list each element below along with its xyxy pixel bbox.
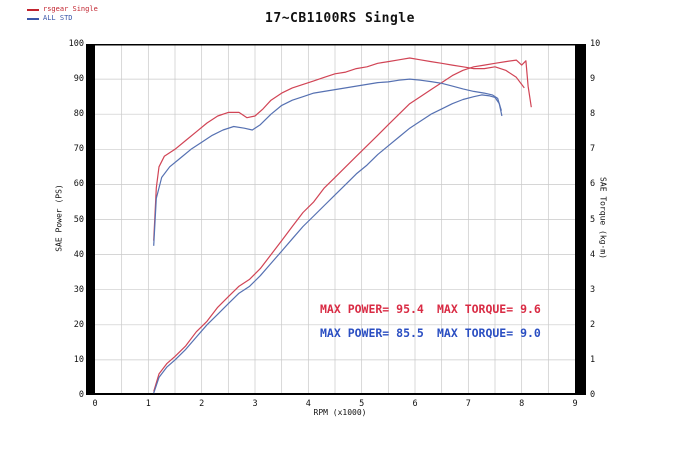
max-power-allstd: MAX POWER= 85.5 [320,326,424,340]
right-axis-title: SAE Torque (kg·m) [598,177,608,259]
x-tick-label: 7 [465,399,471,409]
left-tick-label: 70 [73,144,84,155]
rsgear-single-power-curve [153,59,532,392]
line-swatch-icon [27,8,39,11]
rsgear-single-torque-curve [153,57,525,241]
x-axis-title: RPM (x1000) [313,408,367,417]
max-torque-rsgear: MAX TORQUE= 9.6 [437,302,541,316]
right-tick-label: 1 [590,354,596,365]
left-tick-label: 90 [73,74,84,85]
x-tick-label: 5 [359,399,365,409]
x-tick-label: 4 [305,399,311,409]
x-tick-label: 3 [252,399,258,409]
x-tick-label: 0 [92,399,98,409]
x-tick-label: 9 [572,399,578,409]
left-tick-label: 0 [78,390,84,400]
max-power-rsgear: MAX POWER= 95.4 [320,302,424,316]
plot-right-border [575,44,586,395]
max-values-allstd: MAX POWER= 85.5 MAX TORQUE= 9.0 [320,326,541,340]
x-tick-label: 1 [145,399,151,409]
line-swatch-icon [27,17,39,20]
chart-title: 17~CB1100RS Single [265,11,415,26]
all-std-power-curve [153,94,503,394]
right-tick-label: 3 [590,284,596,295]
max-torque-allstd: MAX TORQUE= 9.0 [437,326,541,340]
max-values-rsgear: MAX POWER= 95.4 MAX TORQUE= 9.6 [320,302,541,316]
left-tick-label: 60 [73,179,84,190]
right-tick-label: 6 [590,179,596,190]
right-tick-label: 2 [590,319,596,330]
left-tick-label: 10 [73,354,84,365]
legend-label: rsgear Single [43,5,98,13]
right-tick-label: 0 [590,390,596,400]
plot-area [95,44,575,395]
legend-entry-allstd: ALL STD [27,14,98,23]
left-axis-title: SAE Power (PS) [54,184,64,252]
left-tick-label: 100 [68,39,84,49]
legend-label: ALL STD [43,14,73,22]
x-tick-label: 2 [199,399,205,409]
legend: rsgear Single ALL STD [27,5,98,23]
dyno-curves [95,44,575,395]
right-tick-label: 4 [590,249,596,260]
x-tick-label: 8 [519,399,525,409]
left-tick-label: 20 [73,319,84,330]
right-tick-label: 8 [590,109,596,120]
right-tick-label: 7 [590,144,596,155]
plot-left-border [86,44,95,395]
right-tick-label: 5 [590,214,596,225]
all-std-torque-curve [153,78,502,246]
left-tick-label: 50 [73,214,84,225]
x-tick-label: 6 [412,399,418,409]
left-tick-label: 40 [73,249,84,260]
right-tick-label: 10 [590,39,601,49]
left-tick-label: 80 [73,109,84,120]
left-tick-label: 30 [73,284,84,295]
legend-entry-rsgear: rsgear Single [27,5,98,14]
right-tick-label: 9 [590,74,596,85]
